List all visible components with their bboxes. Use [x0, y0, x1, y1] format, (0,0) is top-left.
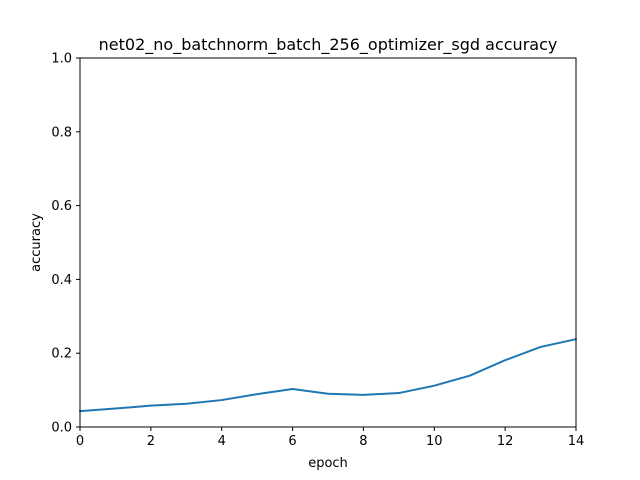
y-tick-label: 0.6 [51, 199, 72, 214]
y-axis-label: accuracy [29, 213, 44, 272]
x-tick-label: 12 [497, 434, 514, 449]
x-tick-label: 10 [426, 434, 443, 449]
y-tick-label: 0.8 [51, 125, 72, 140]
y-tick-label: 1.0 [51, 52, 72, 67]
x-tick-label: 4 [218, 434, 226, 449]
chart-title: net02_no_batchnorm_batch_256_optimizer_s… [99, 35, 558, 55]
x-axis-label: epoch [308, 456, 348, 471]
series-layer [79, 338, 577, 413]
x-axis: 0 2 4 6 8 10 12 14 [76, 427, 584, 449]
y-tick-label: 0.0 [51, 421, 72, 436]
series-line [79, 338, 577, 413]
x-tick-label: 0 [76, 434, 84, 449]
plot-area [79, 57, 577, 428]
x-tick-label: 8 [359, 434, 367, 449]
y-axis: 0.0 0.2 0.4 0.6 0.8 1.0 [51, 52, 80, 436]
x-tick-label: 14 [568, 434, 585, 449]
y-tick-label: 0.4 [51, 273, 72, 288]
plot-frame [79, 57, 577, 428]
y-tick-label: 0.2 [51, 347, 72, 362]
x-tick-label: 6 [288, 434, 296, 449]
x-tick-label: 2 [147, 434, 155, 449]
